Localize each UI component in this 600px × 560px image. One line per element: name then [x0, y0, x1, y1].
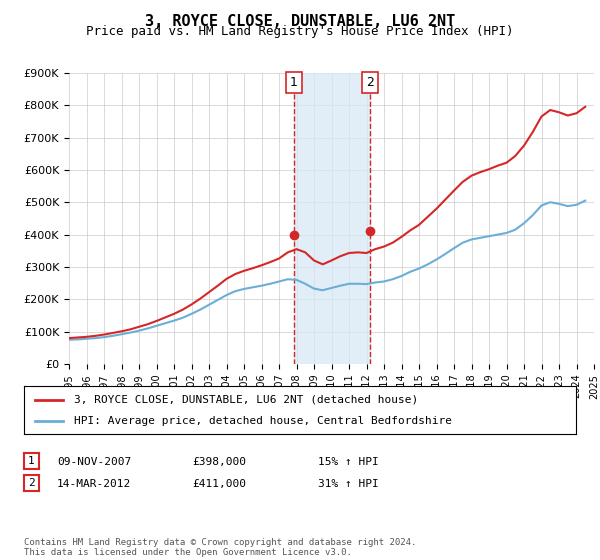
Bar	[294, 73, 370, 364]
Text: 15% ↑ HPI: 15% ↑ HPI	[318, 457, 379, 467]
Text: £411,000: £411,000	[192, 479, 246, 489]
Text: £398,000: £398,000	[192, 457, 246, 467]
Text: 3, ROYCE CLOSE, DUNSTABLE, LU6 2NT: 3, ROYCE CLOSE, DUNSTABLE, LU6 2NT	[145, 14, 455, 29]
Text: 1: 1	[28, 456, 35, 466]
Text: 2: 2	[28, 478, 35, 488]
Text: 1: 1	[290, 76, 298, 89]
Text: 31% ↑ HPI: 31% ↑ HPI	[318, 479, 379, 489]
Text: 3, ROYCE CLOSE, DUNSTABLE, LU6 2NT (detached house): 3, ROYCE CLOSE, DUNSTABLE, LU6 2NT (deta…	[74, 395, 418, 405]
Text: Price paid vs. HM Land Registry's House Price Index (HPI): Price paid vs. HM Land Registry's House …	[86, 25, 514, 38]
Text: 09-NOV-2007: 09-NOV-2007	[57, 457, 131, 467]
Text: 14-MAR-2012: 14-MAR-2012	[57, 479, 131, 489]
Text: HPI: Average price, detached house, Central Bedfordshire: HPI: Average price, detached house, Cent…	[74, 416, 452, 426]
Text: Contains HM Land Registry data © Crown copyright and database right 2024.
This d: Contains HM Land Registry data © Crown c…	[24, 538, 416, 557]
Text: 2: 2	[366, 76, 374, 89]
